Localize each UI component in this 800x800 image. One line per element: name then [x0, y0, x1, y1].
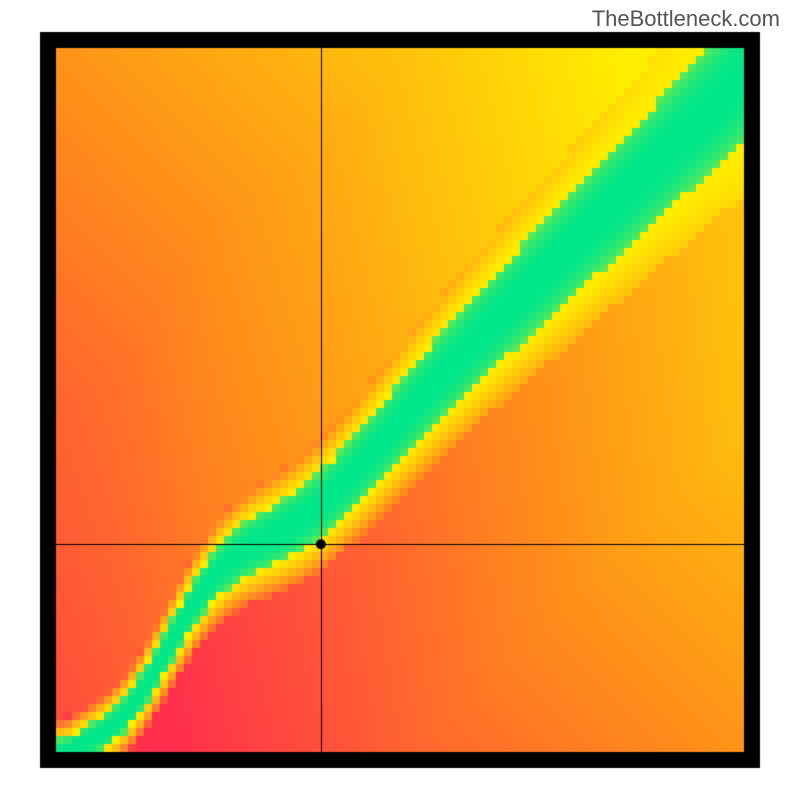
chart-container: TheBottleneck.com	[0, 0, 800, 800]
bottleneck-heatmap	[0, 0, 800, 800]
watermark-text: TheBottleneck.com	[592, 6, 780, 32]
